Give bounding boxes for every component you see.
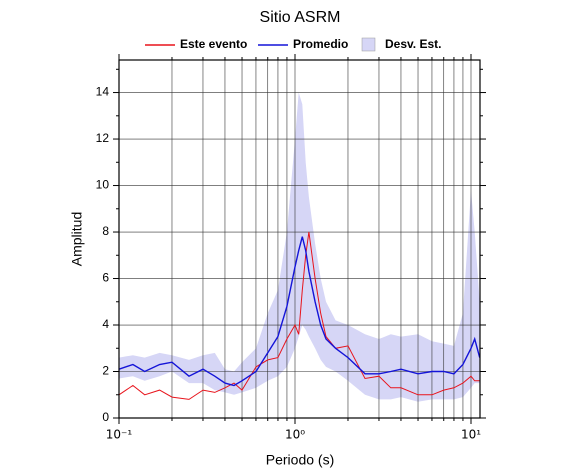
- y-axis-label: Amplitud: [69, 212, 85, 266]
- y-tick-label: 6: [102, 271, 109, 285]
- x-tick-label: 10¹: [461, 428, 481, 442]
- y-tick-label: 10: [96, 178, 110, 192]
- x-axis-label: Periodo (s): [266, 452, 334, 468]
- chart-title: Sitio ASRM: [260, 9, 341, 26]
- y-tick-label: 2: [102, 364, 109, 378]
- plot-frame: [118, 59, 481, 419]
- y-tick-label: 8: [102, 224, 109, 238]
- legend-label: Desv. Est.: [385, 37, 441, 51]
- y-tick-label: 14: [96, 85, 110, 99]
- legend-swatch: [361, 37, 376, 52]
- x-tick-label: 10⁻¹: [106, 428, 133, 442]
- x-tick-label: 10⁰: [285, 428, 305, 442]
- series-line: [118, 231, 480, 400]
- legend-label: Este evento: [180, 37, 247, 51]
- series-line: [118, 236, 481, 387]
- y-tick-label: 4: [102, 317, 109, 331]
- y-tick-label: 0: [102, 410, 109, 424]
- y-tick-label: 12: [96, 131, 110, 145]
- legend-label: Promedio: [293, 37, 348, 51]
